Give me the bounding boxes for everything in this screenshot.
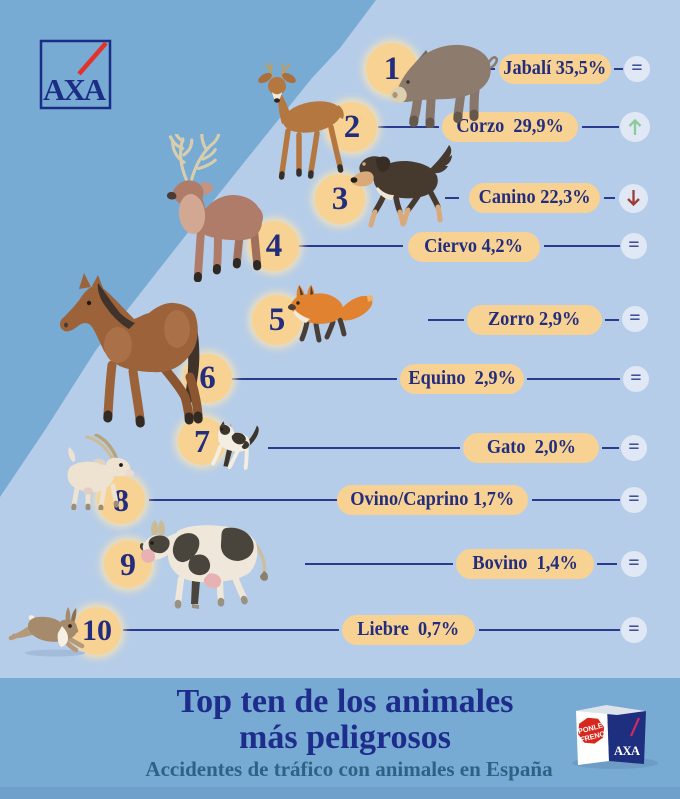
- svg-text:AXA: AXA: [614, 744, 640, 758]
- svg-text:AXA: AXA: [43, 72, 107, 107]
